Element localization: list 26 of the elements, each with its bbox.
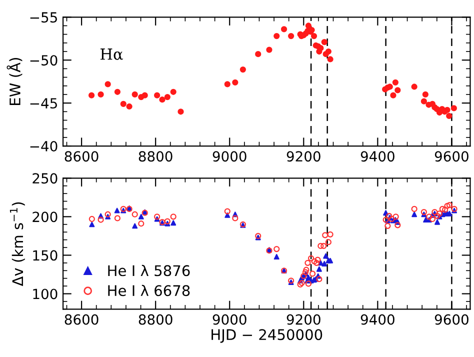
x-tick-label: 9000 bbox=[212, 151, 246, 162]
legend-label: He I λ 5876 bbox=[108, 264, 190, 276]
x-tick-label: 9000 bbox=[212, 314, 246, 325]
x-tick-label: 8600 bbox=[64, 151, 98, 162]
annotation: Hα bbox=[100, 48, 123, 60]
y-tick-label: −55 bbox=[30, 12, 57, 23]
x-tick-label: 9200 bbox=[286, 314, 320, 325]
legend-label: He I λ 6678 bbox=[108, 284, 190, 296]
y-tick-label: −40 bbox=[30, 140, 58, 152]
x-tick-label: 9600 bbox=[434, 314, 468, 325]
y-tick-label: 250 bbox=[32, 173, 58, 184]
y-tick-label: 100 bbox=[33, 288, 58, 300]
y-axis-title: EW (Å) bbox=[6, 58, 22, 105]
x-axis-title: HJD − 2450000 bbox=[212, 329, 322, 343]
x-tick-label: 8600 bbox=[64, 314, 98, 325]
y-tick-label: 150 bbox=[33, 250, 58, 261]
x-tick-label: 8800 bbox=[138, 151, 172, 162]
y-axis-title: Δv (km s$^{−1}$) bbox=[10, 202, 25, 286]
x-tick-label: 9400 bbox=[360, 314, 394, 325]
x-tick-label: 9400 bbox=[360, 151, 394, 162]
y-tick-label: −50 bbox=[30, 55, 58, 66]
y-tick-label: 200 bbox=[32, 212, 58, 222]
x-tick-label: 9600 bbox=[434, 151, 468, 162]
y-tick-label: −45 bbox=[30, 98, 57, 109]
x-tick-label: 8800 bbox=[138, 314, 172, 325]
x-tick-label: 9200 bbox=[286, 151, 320, 162]
